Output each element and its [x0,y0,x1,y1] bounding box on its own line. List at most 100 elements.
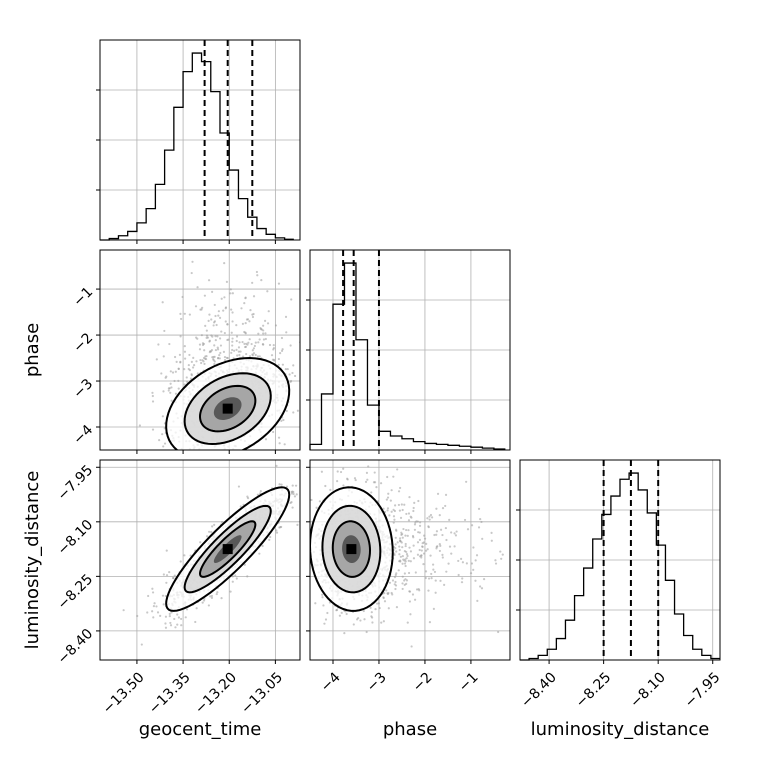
sample-point [353,477,357,480]
sample-point [490,531,493,534]
sample-point [303,489,305,491]
sample-point [153,602,156,605]
sample-point [382,596,385,599]
sample-point [448,545,452,548]
sample-point [264,337,267,341]
sample-point [215,592,218,596]
sample-point [211,453,213,455]
sample-point [405,528,408,532]
sample-point [277,436,281,439]
sample-point [339,470,343,474]
sample-point [221,451,223,453]
sample-point [404,544,407,548]
sample-point [306,541,308,543]
sample-point [289,344,292,347]
sample-point [270,354,274,357]
sample-point [394,528,398,531]
sample-point [386,496,390,499]
x-axis-label-geocent-time: geocent_time [139,719,262,740]
sample-point [395,605,399,609]
sample-point [174,626,177,629]
sample-point [188,457,190,459]
sample-point [278,442,281,445]
sample-point [165,574,169,577]
y-axis-label-luminosity-distance: luminosity_distance [22,471,43,650]
sample-point [205,535,209,538]
sample-point [203,294,206,297]
sample-point [455,530,458,533]
sample-point [472,568,475,571]
sample-point [407,529,410,532]
sample-point [406,621,409,624]
sample-point [457,573,460,577]
sample-point [305,370,307,372]
sample-point [385,589,388,592]
sample-point [383,591,386,595]
sample-point [380,621,383,624]
sample-point [201,601,204,604]
sample-point [229,292,232,295]
sample-point [429,513,433,517]
sample-point [173,379,176,383]
sample-point [214,314,217,318]
sample-point [306,487,308,489]
sample-point [426,548,429,551]
sample-point [186,380,189,384]
sample-point [231,580,234,583]
sample-point [196,286,199,289]
sample-point [205,357,208,361]
sample-point [285,485,289,488]
sample-point [210,334,213,337]
sample-point [390,510,393,513]
sample-point [326,611,329,615]
sample-point [278,483,281,486]
sample-point [180,624,183,627]
sample-point [218,354,221,357]
sample-point [245,352,248,356]
sample-point [444,504,447,508]
sample-point [194,620,197,624]
sample-point [427,526,430,529]
sample-point [246,318,250,321]
sample-point [211,525,214,528]
x-tick-label: −2 [410,669,436,695]
x-tick-label: −4 [318,669,344,695]
sample-point [315,506,318,509]
sample-point [185,376,188,379]
sample-point [243,301,246,305]
sample-point [277,357,281,361]
sample-point [524,561,526,563]
sample-point [243,342,246,345]
sample-point [401,582,404,585]
sample-point [311,486,313,488]
sample-point [220,597,223,600]
sample-point [176,623,179,626]
sample-point [375,486,378,489]
sample-point [336,480,339,483]
sample-point [420,549,423,552]
sample-point [490,539,493,542]
sample-point [231,348,234,352]
sample-point [465,480,468,483]
sample-point [403,550,406,553]
panel-frame [99,459,301,661]
sample-point [240,307,243,310]
sample-point [236,354,239,357]
sample-point [219,337,222,340]
sample-point [169,624,173,627]
sample-point [402,527,405,531]
sample-point [407,512,411,515]
sample-point [292,492,295,496]
sample-point [436,492,440,495]
sample-point [421,545,424,548]
sample-point [303,482,305,484]
sample-point [177,616,180,619]
sample-point [342,467,345,470]
sample-point [429,554,432,557]
sample-point [410,516,413,519]
sample-point [168,615,171,618]
sample-point [396,468,399,471]
sample-point [364,480,368,483]
sample-point [261,343,265,346]
sample-point [211,290,214,293]
